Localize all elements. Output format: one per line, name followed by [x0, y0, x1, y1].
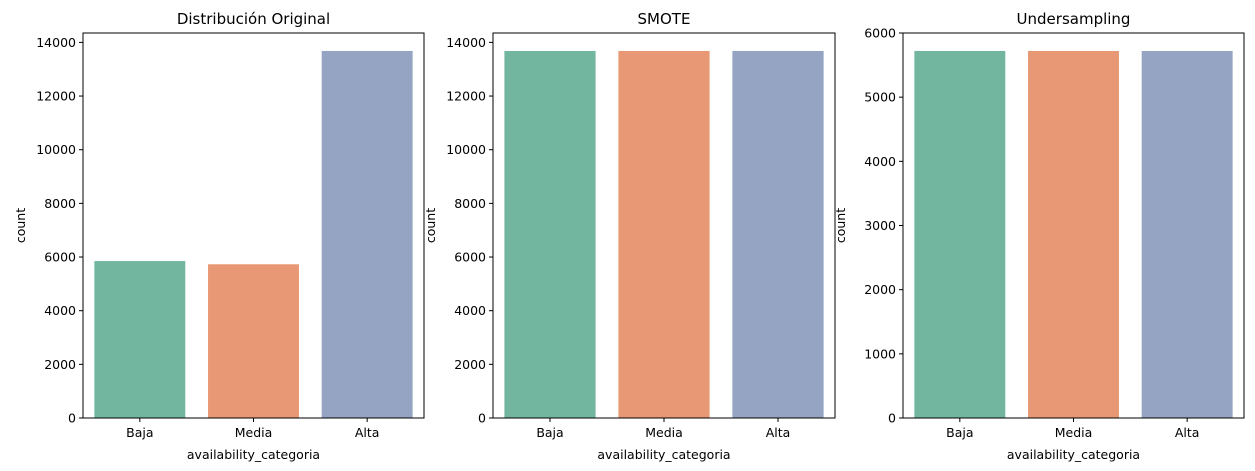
bar-alta: [1141, 50, 1233, 418]
y-tick-label: 0: [68, 411, 76, 426]
y-tick-label: 2000: [44, 357, 76, 372]
bar-baja: [94, 261, 186, 418]
y-tick-label: 6000: [454, 250, 486, 265]
x-tick-label: Media: [645, 425, 683, 440]
bar-media: [1028, 50, 1119, 418]
y-tick-label: 14000: [446, 35, 486, 50]
chart-panel-smote: SMOTE availability_categoria count Baja M…: [423, 10, 836, 462]
y-tick-label: 4000: [454, 303, 486, 318]
x-tick-label: Baja: [536, 425, 563, 440]
y-axis-label: count: [833, 208, 848, 243]
y-tick-label: 10000: [36, 142, 76, 157]
y-tick-label: 2000: [864, 282, 896, 297]
chart-title: SMOTE: [638, 10, 691, 28]
x-axis-label: availability_categoria: [597, 447, 730, 462]
bar-media: [208, 264, 299, 418]
y-tick-label: 8000: [454, 196, 486, 211]
y-axis-label: count: [423, 208, 438, 243]
chart-panel-undersampling: Undersampling availability_categoria cou…: [833, 10, 1245, 462]
y-tick-label: 6000: [864, 26, 896, 41]
y-tick-label: 6000: [44, 250, 76, 265]
y-tick-label: 8000: [44, 196, 76, 211]
y-tick-label: 1000: [864, 346, 896, 361]
y-tick-label: 3000: [864, 218, 896, 233]
bar-alta: [732, 50, 824, 418]
x-tick-label: Alta: [1175, 425, 1200, 440]
y-tick-label: 14000: [36, 35, 76, 50]
x-tick-label: Alta: [355, 425, 380, 440]
chart-panel-distribucion-original: Distribución Original availability_categ…: [13, 10, 425, 462]
x-axis-label: availability_categoria: [187, 447, 320, 462]
y-tick-label: 5000: [864, 90, 896, 105]
y-axis-label: count: [13, 208, 28, 243]
bar-alta: [321, 50, 413, 418]
y-tick-label: 10000: [446, 142, 486, 157]
chart-title: Distribución Original: [177, 10, 330, 28]
y-tick-label: 4000: [44, 303, 76, 318]
x-tick-label: Media: [1055, 425, 1093, 440]
y-tick-label: 2000: [454, 357, 486, 372]
x-tick-label: Baja: [946, 425, 973, 440]
bar-baja: [504, 50, 596, 418]
x-axis-label: availability_categoria: [1007, 447, 1140, 462]
x-tick-label: Baja: [126, 425, 153, 440]
bar-baja: [914, 50, 1006, 418]
chart-title: Undersampling: [1017, 10, 1131, 28]
y-tick-label: 12000: [36, 89, 76, 104]
x-tick-label: Alta: [766, 425, 791, 440]
bar-media: [618, 50, 710, 418]
y-tick-label: 0: [478, 411, 486, 426]
y-tick-label: 4000: [864, 154, 896, 169]
y-tick-label: 12000: [446, 89, 486, 104]
x-tick-label: Media: [235, 425, 273, 440]
y-tick-label: 0: [888, 411, 896, 426]
